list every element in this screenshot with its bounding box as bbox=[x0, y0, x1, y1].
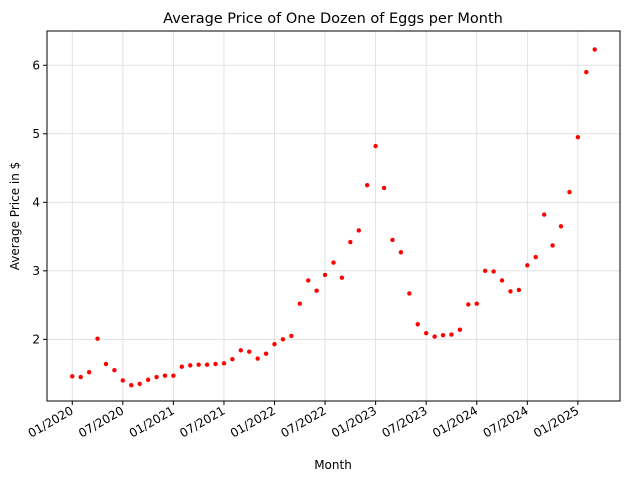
data-point bbox=[255, 356, 260, 361]
data-point bbox=[70, 374, 75, 379]
data-point bbox=[466, 302, 471, 307]
data-point bbox=[558, 224, 564, 229]
data-point bbox=[280, 337, 286, 342]
data-point bbox=[213, 361, 218, 367]
data-point bbox=[449, 332, 454, 337]
data-point bbox=[499, 278, 505, 283]
data-point bbox=[238, 348, 244, 353]
data-point bbox=[78, 374, 83, 380]
data-point bbox=[129, 383, 134, 388]
data-point bbox=[381, 185, 387, 191]
data-point bbox=[188, 363, 193, 368]
data-point bbox=[398, 250, 404, 255]
plot-frame bbox=[46, 30, 621, 402]
data-point bbox=[339, 275, 345, 280]
data-point bbox=[407, 291, 412, 296]
y-tick-label: 3 bbox=[32, 264, 40, 278]
data-point bbox=[482, 268, 488, 274]
data-point bbox=[575, 135, 581, 140]
data-point bbox=[592, 47, 597, 52]
data-point bbox=[415, 322, 420, 327]
data-point bbox=[432, 334, 437, 339]
data-point bbox=[204, 362, 210, 367]
data-points bbox=[70, 47, 597, 388]
data-point bbox=[331, 260, 336, 265]
data-point bbox=[348, 239, 353, 245]
data-point bbox=[541, 212, 547, 217]
data-point bbox=[86, 370, 92, 375]
data-point bbox=[145, 377, 151, 382]
data-point bbox=[154, 374, 159, 380]
data-point bbox=[322, 272, 328, 278]
data-point bbox=[103, 361, 109, 367]
data-point bbox=[314, 288, 319, 293]
data-point bbox=[373, 143, 378, 149]
data-point bbox=[533, 254, 538, 260]
data-point bbox=[457, 327, 463, 332]
y-tick-label: 4 bbox=[32, 196, 40, 210]
chart-title: Average Price of One Dozen of Eggs per M… bbox=[163, 11, 503, 27]
data-point bbox=[508, 289, 513, 294]
data-point bbox=[230, 357, 235, 362]
data-point bbox=[120, 378, 126, 383]
data-point bbox=[289, 333, 294, 339]
data-point bbox=[297, 301, 302, 306]
data-point bbox=[440, 333, 446, 338]
data-point bbox=[474, 301, 479, 306]
data-point bbox=[196, 362, 201, 367]
y-tick-label: 6 bbox=[32, 59, 40, 73]
data-point bbox=[516, 287, 522, 293]
x-axis-label: Month bbox=[314, 458, 352, 472]
data-point bbox=[162, 373, 168, 378]
data-point bbox=[95, 336, 100, 341]
y-axis-label: Average Price in $ bbox=[8, 162, 22, 271]
data-point bbox=[221, 361, 227, 366]
data-point bbox=[112, 367, 117, 373]
data-point bbox=[525, 263, 530, 268]
data-point bbox=[356, 228, 361, 233]
data-point bbox=[550, 243, 555, 248]
data-point bbox=[247, 349, 252, 354]
data-point bbox=[584, 69, 589, 75]
data-point bbox=[263, 351, 269, 356]
data-point bbox=[423, 330, 429, 336]
data-point bbox=[137, 381, 142, 387]
y-tick-label: 5 bbox=[32, 127, 40, 141]
grid bbox=[47, 31, 620, 401]
data-point bbox=[491, 269, 496, 274]
y-axis-ticks: 2 3 4 5 6 bbox=[32, 59, 47, 347]
data-point bbox=[306, 278, 311, 283]
y-tick-label: 2 bbox=[32, 333, 40, 347]
data-point bbox=[567, 189, 572, 195]
data-point bbox=[179, 364, 185, 369]
data-point bbox=[390, 237, 395, 243]
data-point bbox=[171, 373, 176, 378]
data-point bbox=[365, 182, 370, 188]
data-point bbox=[272, 341, 277, 347]
